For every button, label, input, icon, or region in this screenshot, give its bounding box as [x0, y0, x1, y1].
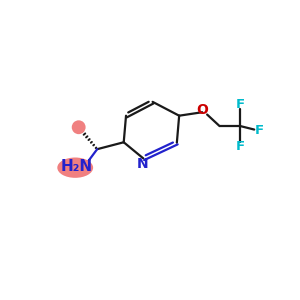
Text: F: F: [236, 140, 245, 153]
Text: F: F: [254, 124, 263, 137]
Ellipse shape: [57, 158, 93, 178]
Text: F: F: [236, 98, 245, 111]
Text: O: O: [196, 103, 208, 117]
Circle shape: [72, 120, 86, 134]
Text: N: N: [136, 157, 148, 170]
Text: H₂N: H₂N: [60, 160, 92, 175]
